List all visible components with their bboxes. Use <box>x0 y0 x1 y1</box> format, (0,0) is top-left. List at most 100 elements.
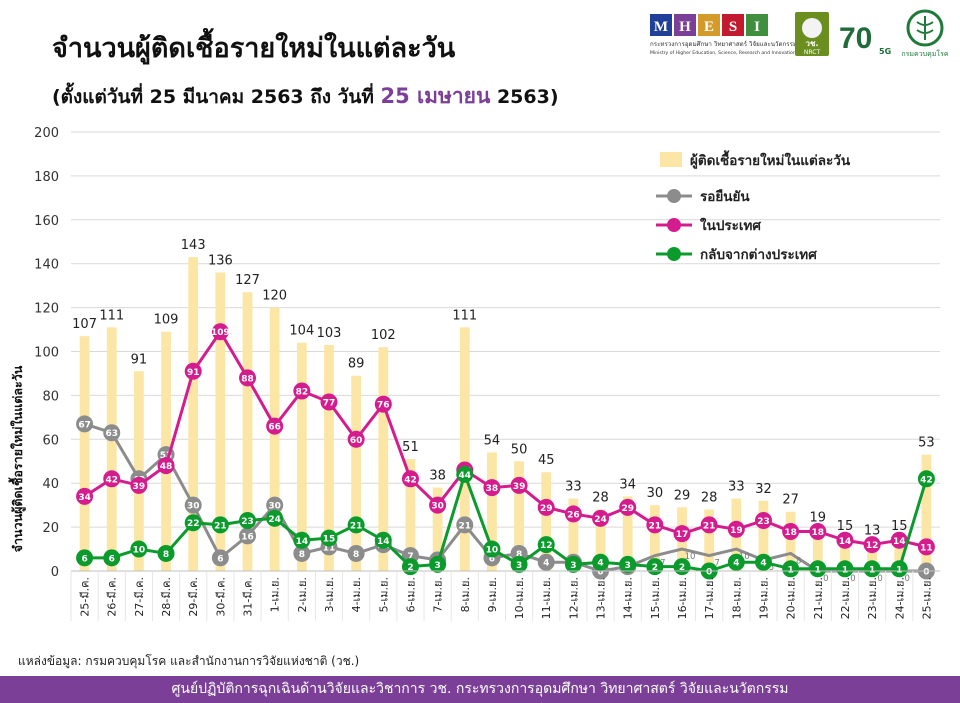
data-point-label: 82 <box>296 388 309 398</box>
mhesi-letter-h: H <box>679 19 691 35</box>
data-point <box>347 430 365 448</box>
data-point-label: 0 <box>850 574 855 584</box>
data-point <box>809 522 827 540</box>
data-point-label: 29 <box>621 504 634 514</box>
x-tick-label: 31-มี.ค. <box>242 577 255 617</box>
data-point-label: 6 <box>81 554 87 564</box>
legend-swatch-marker <box>667 247 681 261</box>
data-point-label: 77 <box>323 398 336 408</box>
data-point <box>103 424 121 442</box>
data-point <box>184 514 202 532</box>
x-tick-label: 24-เม.ย. <box>893 577 906 619</box>
data-point <box>483 479 501 497</box>
data-point-label: 91 <box>187 368 200 378</box>
data-point-label: 10 <box>685 552 696 562</box>
bar-value-label: 109 <box>154 313 179 328</box>
data-point-label: 8 <box>299 550 305 560</box>
x-tick-label: 16-เม.ย. <box>676 577 689 619</box>
data-point <box>836 560 854 578</box>
data-point-label: 18 <box>784 528 797 538</box>
data-point-label: 6 <box>489 554 495 564</box>
x-tick-label: 12-เม.ย. <box>567 577 580 619</box>
data-point-label: 39 <box>133 482 146 492</box>
bar-value-label: 54 <box>484 433 501 448</box>
data-point <box>483 540 501 558</box>
data-point-label: 88 <box>241 374 254 384</box>
data-point-label: 6 <box>217 554 223 564</box>
bar-value-label: 102 <box>371 328 396 343</box>
anniversary-5g-text: 5G <box>879 47 891 56</box>
bar <box>432 487 443 571</box>
data-point-label: 4 <box>597 559 603 569</box>
bar-value-label: 28 <box>701 491 718 506</box>
y-tick-label: 80 <box>42 389 59 404</box>
data-point-label: 66 <box>268 423 281 433</box>
data-point <box>429 555 447 573</box>
data-point <box>456 516 474 534</box>
data-point-label: 0 <box>823 574 828 584</box>
data-point <box>537 536 555 554</box>
data-point-label: 29 <box>540 504 553 514</box>
data-point <box>157 457 175 475</box>
bar-value-label: 15 <box>891 519 908 534</box>
legend-label: ผู้ติดเชื้อรายใหม่ในแต่ละวัน <box>690 150 851 169</box>
data-point-label: 1 <box>788 565 794 575</box>
bar <box>514 461 524 571</box>
data-point-label: 30 <box>268 502 281 512</box>
data-point <box>293 531 311 549</box>
data-point-label: 3 <box>625 561 631 571</box>
data-point-label: 22 <box>187 519 200 529</box>
x-tick-label: 25-เม.ย. <box>920 577 933 619</box>
series-line <box>84 422 927 573</box>
data-point <box>293 382 311 400</box>
data-point-label: 0 <box>597 568 603 578</box>
mhesi-letter-box-e <box>698 14 720 36</box>
bar-value-label: 15 <box>837 519 854 534</box>
data-point <box>429 496 447 514</box>
data-point-label: 7 <box>660 559 665 569</box>
data-point <box>782 522 800 540</box>
data-point <box>293 544 311 562</box>
data-point-label: 3 <box>516 561 522 571</box>
bar-value-label: 120 <box>262 289 287 304</box>
data-point <box>754 553 772 571</box>
x-tick-label: 1-เม.ย. <box>269 577 282 612</box>
legend-label: รอยืนยัน <box>700 189 750 205</box>
data-point <box>211 323 229 341</box>
data-point-label: 3 <box>570 561 576 571</box>
x-tick-label: 9-เม.ย. <box>486 577 499 612</box>
data-point <box>266 417 284 435</box>
data-point-label: 7 <box>714 559 719 569</box>
data-point-label: 17 <box>676 530 689 540</box>
bar <box>840 538 850 571</box>
y-tick-label: 0 <box>51 565 59 580</box>
bar <box>459 327 470 571</box>
data-point <box>130 540 148 558</box>
bar <box>215 272 226 571</box>
mhesi-logo: M H E S I กระทรวงการอุดมศึกษา วิทยาศาสตร… <box>650 14 797 56</box>
data-point-label: 1 <box>896 565 902 575</box>
bar-value-label: 27 <box>782 493 799 508</box>
data-point <box>103 549 121 567</box>
bar-value-label: 89 <box>348 357 365 372</box>
data-point <box>890 531 908 549</box>
data-point-label: 44 <box>459 471 472 481</box>
x-tick-label: 2-เม.ย. <box>296 577 309 612</box>
data-point-label: 7 <box>407 552 413 562</box>
data-point <box>564 505 582 523</box>
data-point-label: 5 <box>769 563 774 573</box>
data-point-label: 8 <box>796 556 801 566</box>
y-axis-label: จำนวนผู้ติดเชื้อรายใหม่ในแต่ละวัน <box>8 365 26 552</box>
bar-value-label: 30 <box>647 486 664 501</box>
x-tick-label: 25-มี.ค. <box>79 577 92 617</box>
mhesi-letter-s: S <box>729 19 737 35</box>
data-point <box>727 553 745 571</box>
data-point-label: 8 <box>163 550 169 560</box>
bar <box>758 500 769 571</box>
x-tick-label: 30-มี.ค. <box>214 577 227 617</box>
legend: ผู้ติดเชื้อรายใหม่ในแต่ละวันรอยืนยันในปร… <box>656 150 851 263</box>
legend-label: กลับจากต่างประเทศ <box>700 247 817 263</box>
bar-value-label: 33 <box>565 480 582 495</box>
data-point-label: 1 <box>869 565 875 575</box>
y-tick-label: 200 <box>34 126 59 141</box>
